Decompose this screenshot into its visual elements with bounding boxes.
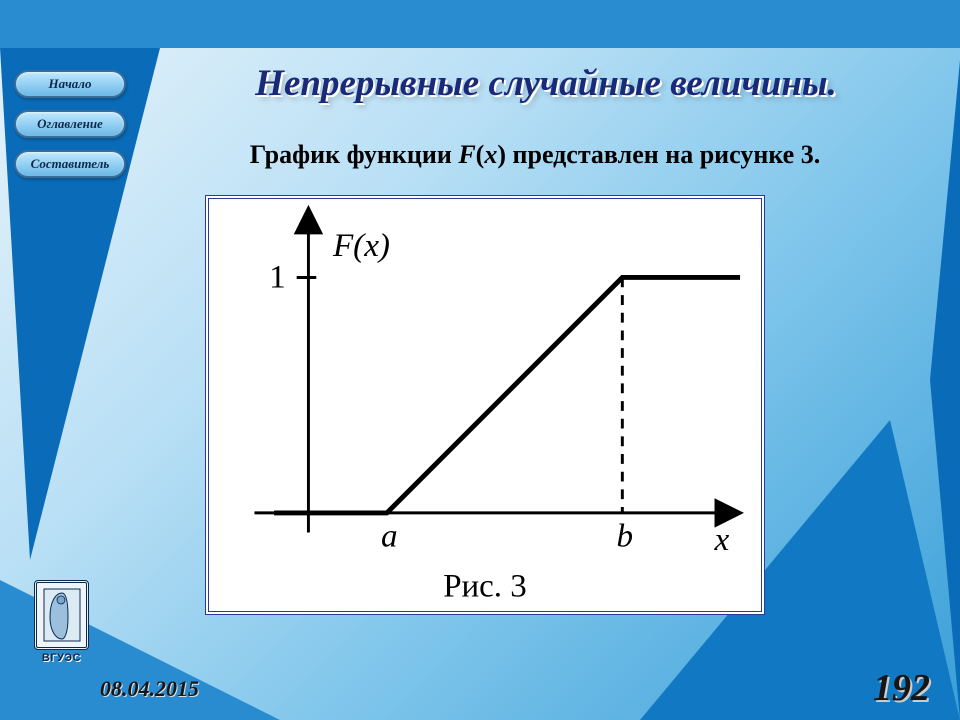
page-title: Непрерывные случайные величины. xyxy=(150,62,942,105)
svg-text:x: x xyxy=(714,521,730,558)
slide: Начало Оглавление Составитель ВГУЭС Непр… xyxy=(0,0,960,720)
body-arg: x xyxy=(484,140,497,169)
logo-caption: ВГУЭС xyxy=(34,652,89,664)
body-text: График функции F(x) представлен на рисун… xyxy=(170,140,900,170)
logo-icon xyxy=(34,580,89,650)
svg-text:b: b xyxy=(616,517,633,554)
nav-author-button[interactable]: Составитель xyxy=(14,150,126,178)
logo: ВГУЭС xyxy=(34,580,89,664)
svg-text:a: a xyxy=(381,517,398,554)
nav-toc-button[interactable]: Оглавление xyxy=(14,110,126,138)
footer-date: 08.04.2015 xyxy=(100,676,199,702)
cdf-chart: 1 F(x) x a b Рис. 3 xyxy=(209,199,761,611)
body-prefix: График функции xyxy=(250,140,459,169)
footer-page-number: 192 xyxy=(873,666,930,710)
nav-start-button[interactable]: Начало xyxy=(14,70,126,98)
svg-text:1: 1 xyxy=(269,258,286,295)
body-fn: F xyxy=(458,140,475,169)
nav: Начало Оглавление Составитель xyxy=(14,70,126,178)
body-paren-close: ) xyxy=(497,140,506,169)
body-suffix: представлен на рисунке 3. xyxy=(506,140,820,169)
chart-container: 1 F(x) x a b Рис. 3 xyxy=(205,195,765,615)
svg-text:F(x): F(x) xyxy=(332,227,390,264)
svg-text:Рис. 3: Рис. 3 xyxy=(443,568,527,604)
